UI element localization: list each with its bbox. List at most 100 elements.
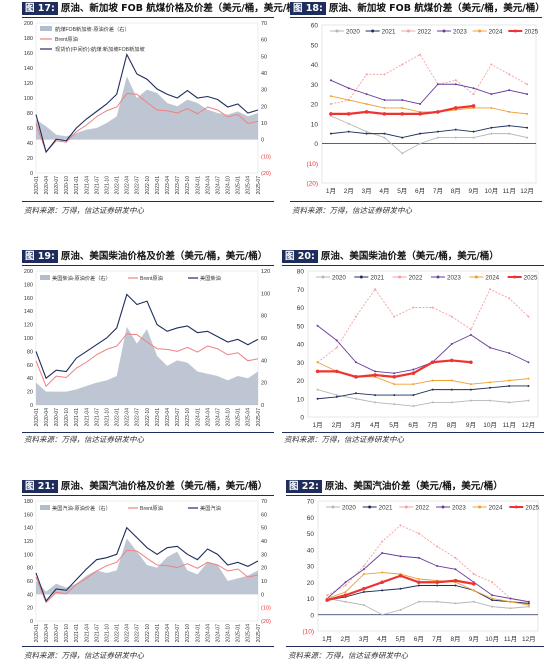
data-point-2023 bbox=[374, 370, 377, 373]
y-left-tick-label: 20 bbox=[27, 606, 33, 612]
y-tick-label: 0 bbox=[314, 141, 318, 148]
data-point-2024 bbox=[393, 383, 396, 386]
legend-label: 2023 bbox=[453, 28, 467, 35]
data-point-2022 bbox=[508, 73, 511, 76]
data-point-2025 bbox=[325, 598, 329, 602]
data-point-2023 bbox=[527, 361, 530, 364]
x-tick-label: 12月 bbox=[520, 187, 534, 195]
y-left-tick-label: 80 bbox=[27, 349, 33, 355]
data-point-2021 bbox=[527, 602, 530, 605]
data-point-2021 bbox=[354, 392, 357, 395]
chart-p20: 0 10 20 30 40 50 60 70 80 1月 2月 3月 4月 5月 6月 7月 8月 9月 10月 11… bbox=[297, 269, 539, 429]
legend-label: 2025 bbox=[524, 274, 538, 281]
y-left-tick-label: 20 bbox=[27, 156, 33, 162]
y-tick-label: 40 bbox=[307, 547, 315, 554]
data-point-2020 bbox=[508, 401, 511, 404]
data-point-2020 bbox=[374, 401, 377, 404]
x-tick-label: 2022-04 bbox=[125, 176, 131, 195]
y-left-tick-label: 20 bbox=[27, 390, 33, 396]
x-tick-label: 4月 bbox=[370, 421, 380, 429]
y-left-tick-label: 120 bbox=[24, 81, 33, 87]
data-point-2024 bbox=[450, 379, 453, 382]
x-tick-label: 2021-07 bbox=[94, 176, 100, 195]
x-tick-label: 2025-04 bbox=[246, 176, 252, 195]
y-left-tick-label: 200 bbox=[24, 21, 33, 27]
x-tick-label: 1月 bbox=[313, 421, 323, 429]
data-point-2021 bbox=[417, 584, 420, 587]
legend-label: 2020 bbox=[342, 504, 356, 511]
x-tick-label: 2021-01 bbox=[74, 624, 80, 643]
data-point-2022 bbox=[526, 83, 529, 86]
x-tick-label: 2024-01 bbox=[195, 176, 201, 195]
x-tick-label: 4月 bbox=[379, 187, 389, 195]
data-point-2022 bbox=[399, 524, 402, 527]
source-note: 资料来源：万得，信达证券研发中心 bbox=[24, 206, 144, 215]
x-tick-label: 2023-10 bbox=[185, 408, 191, 427]
x-tick-label: 2021-01 bbox=[74, 408, 80, 427]
chart-title: 图 20: 原油、美国柴油价差（美元/桶，美元/桶） bbox=[282, 250, 499, 264]
data-point-2021 bbox=[490, 126, 493, 129]
chart-title: 图 17: 原油、新加坡 FOB 航煤价格及价差（美元/桶，美元/桶） bbox=[22, 2, 305, 16]
legend-marker bbox=[331, 505, 335, 509]
data-point-2020 bbox=[526, 136, 529, 139]
y-tick-label: 70 bbox=[307, 499, 315, 506]
data-point-2025 bbox=[453, 106, 458, 110]
x-tick-label: 11月 bbox=[504, 635, 517, 643]
y-tick-label: 40 bbox=[297, 342, 305, 349]
x-tick-label: 2024-01 bbox=[195, 624, 201, 643]
data-point-2021 bbox=[412, 394, 415, 397]
data-point-2020 bbox=[454, 602, 457, 605]
legend-label: 2025 bbox=[525, 504, 539, 511]
chart-p18: (20) (10) 0 10 20 30 40 50 60 1月 2月 3月 4月 5月 6月 7月 8月 9月 1… bbox=[306, 23, 538, 196]
data-point-2021 bbox=[365, 132, 368, 135]
x-tick-label: 2020-07 bbox=[54, 624, 60, 643]
x-tick-label: 2020-10 bbox=[64, 176, 70, 195]
y-left-tick-label: 100 bbox=[24, 336, 33, 342]
data-point-2024 bbox=[490, 106, 493, 109]
x-tick-label: 12月 bbox=[522, 635, 536, 643]
x-tick-label: 5月 bbox=[397, 187, 407, 195]
chart-title: 图 19: 原油、美国柴油价格及价差（美元/桶，美元/桶） bbox=[22, 250, 267, 264]
data-point-2024 bbox=[527, 604, 530, 606]
y-right-tick-label: 60 bbox=[261, 336, 267, 342]
data-point-2024 bbox=[344, 591, 347, 593]
y-left-tick-label: 140 bbox=[24, 526, 33, 532]
x-tick-label: 2024-10 bbox=[226, 624, 232, 643]
data-point-2022 bbox=[365, 73, 368, 76]
x-tick-label: 2021-04 bbox=[84, 624, 90, 643]
legend: 美国汽油-原油价差（右） Brent原油 美国汽油 bbox=[40, 504, 221, 512]
legend-label: 2020 bbox=[346, 28, 360, 35]
x-tick-label: 2023-07 bbox=[175, 176, 181, 195]
data-point-2020 bbox=[417, 600, 420, 603]
legend-label: Brent原油 bbox=[140, 274, 163, 282]
y-tick-label: 0 bbox=[310, 612, 314, 619]
data-point-2023 bbox=[436, 565, 439, 567]
data-point-2020 bbox=[491, 605, 494, 608]
x-tick-label: 2023-10 bbox=[185, 624, 191, 643]
legend-label: 2024 bbox=[485, 274, 499, 281]
legend-label: 2022 bbox=[415, 504, 429, 511]
x-tick-label: 7月 bbox=[433, 187, 443, 195]
y-right-tick-label: 20 bbox=[261, 381, 267, 387]
y-tick-label: 40 bbox=[311, 62, 319, 69]
legend-marker bbox=[359, 275, 363, 279]
x-tick-label: 2022-04 bbox=[125, 408, 131, 427]
data-point-2020 bbox=[436, 600, 439, 603]
x-tick-label: 2023-10 bbox=[185, 176, 191, 195]
data-point-2024 bbox=[472, 589, 475, 592]
y-right-tick-label: 80 bbox=[261, 314, 267, 320]
source-note: 资料来源：万得，信达证券研发中心 bbox=[24, 651, 144, 660]
legend-marker bbox=[442, 29, 446, 33]
data-point-2023 bbox=[508, 352, 511, 355]
panel-20: 图 20: 原油、美国柴油价差（美元/桶，美元/桶） 0 10 20 30 40 50 60 7… bbox=[282, 250, 544, 445]
legend: 航煤FOB新加坡-原油价差（右） Brent原油现货价(中间价):航煤:新加坡FO… bbox=[40, 25, 145, 53]
y-right-tick-label: 40 bbox=[261, 358, 267, 364]
y-left-tick-label: 0 bbox=[30, 403, 33, 409]
data-point-2025 bbox=[418, 112, 422, 116]
y-tick-label: 50 bbox=[307, 531, 315, 538]
data-point-2022 bbox=[374, 288, 377, 291]
data-point-2021 bbox=[329, 132, 332, 135]
data-point-2022 bbox=[454, 79, 457, 82]
x-tick-label: 12月 bbox=[522, 421, 536, 429]
legend-marker bbox=[436, 275, 440, 279]
